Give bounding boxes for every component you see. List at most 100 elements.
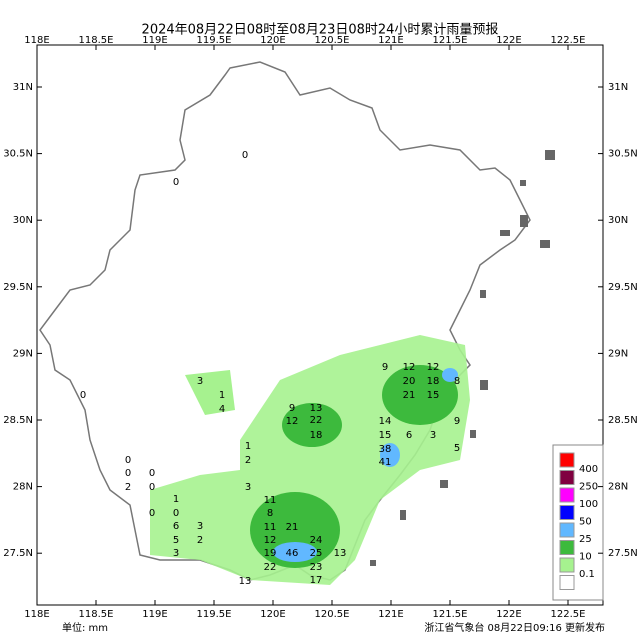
rain-value: 5 [173,535,179,546]
rain-area-heavy [380,443,400,467]
rain-value: 3 [430,430,436,441]
rain-value: 3 [197,376,203,387]
lat-label: 27.5N [608,548,638,559]
rain-value: 1 [219,390,225,401]
rain-value: 13 [334,548,347,559]
footer: 浙江省气象台 08月22日09:16 更新发布 [424,621,605,634]
rain-value: 22 [264,562,277,573]
lon-label: 119.5E [197,35,232,46]
rain-value: 12 [427,362,440,373]
legend-swatch [559,522,575,538]
lon-label: 118.5E [79,609,114,620]
rain-value: 3 [173,548,179,559]
lat-label: 29N [608,348,628,359]
lon-label: 120.5E [315,609,350,620]
rain-value: 18 [427,376,440,387]
rain-value: 17 [310,575,323,586]
legend-swatch [559,540,575,555]
rain-value: 0 [173,508,179,519]
lat-label: 31N [13,82,33,93]
unit-label: 单位: mm [62,621,108,634]
lat-label: 28N [608,482,628,493]
rain-value: 21 [286,522,299,533]
rain-value: 0 [242,150,248,161]
rain-value: 18 [310,430,323,441]
rain-value: 8 [267,508,273,519]
lon-label: 122E [496,609,521,620]
lat-label: 29N [13,348,33,359]
rain-value: 24 [310,535,323,546]
rain-value: 9 [454,416,460,427]
lat-label: 30N [13,215,33,226]
rain-area-moderate [282,403,342,447]
rain-value: 8 [454,376,460,387]
rain-area-moderate [250,492,340,568]
rain-value: 0 [125,455,131,466]
rain-value: 1 [173,494,179,505]
lat-label: 28.5N [3,415,33,426]
islands [370,150,555,566]
lat-label: 27.5N [3,548,33,559]
rain-value: 46 [286,548,299,559]
rain-value: 0 [125,468,131,479]
rain-value: 19 [264,548,277,559]
lon-label: 118.5E [79,35,114,46]
lat-label: 30N [608,215,628,226]
lat-label: 30.5N [3,149,33,160]
lon-label: 120.5E [315,35,350,46]
lon-label: 121E [378,35,403,46]
legend-label: 100 [579,499,598,510]
legend-label: 50 [579,517,592,528]
rain-value: 25 [310,548,323,559]
legend-swatch [559,470,575,485]
rain-area-moderate [382,365,458,425]
rain-value: 12 [286,416,299,427]
rain-value: 9 [289,403,295,414]
rain-value: 14 [379,416,392,427]
rain-value: 12 [403,362,416,373]
legend-swatch [559,452,575,468]
rain-value: 11 [264,495,277,506]
rain-value: 0 [149,482,155,493]
lon-label: 119.5E [197,609,232,620]
lon-label: 120E [260,609,285,620]
rain-value: 2 [245,455,251,466]
legend-label: 250 [579,482,598,493]
rain-value: 3 [245,482,251,493]
rain-value: 2 [125,482,131,493]
rain-value: 2 [197,535,203,546]
rain-value: 38 [379,444,392,455]
rain-value: 6 [406,430,412,441]
rain-area-heavy [442,368,458,382]
rain-value: 4 [219,404,225,415]
rain-value: 0 [80,390,86,401]
rain-area-heavy [273,542,317,562]
rain-value: 21 [403,390,416,401]
legend-label: 10 [579,552,592,563]
lat-label: 28.5N [608,415,638,426]
lon-label: 122.5E [551,35,586,46]
rain-value: 20 [403,376,416,387]
rain-value: 3 [197,521,203,532]
legend-label: 25 [579,534,592,545]
lon-label: 120E [260,35,285,46]
legend-label: 0.1 [579,569,595,580]
rain-value: 0 [173,177,179,188]
lon-label: 118E [24,609,49,620]
rain-area-light [185,370,235,415]
legend-swatch [559,575,575,590]
rain-value: 0 [149,508,155,519]
lat-label: 31N [608,82,628,93]
lat-label: 29.5N [3,282,33,293]
rain-value: 0 [149,468,155,479]
rain-value: 22 [310,415,323,426]
lat-label: 28N [13,482,33,493]
rain-value: 5 [454,443,460,454]
legend-swatch [559,505,575,520]
rain-value: 12 [264,535,277,546]
rain-value: 1 [245,441,251,452]
lon-label: 122.5E [551,609,586,620]
legend-swatch [559,557,575,573]
rain-value: 15 [427,390,440,401]
